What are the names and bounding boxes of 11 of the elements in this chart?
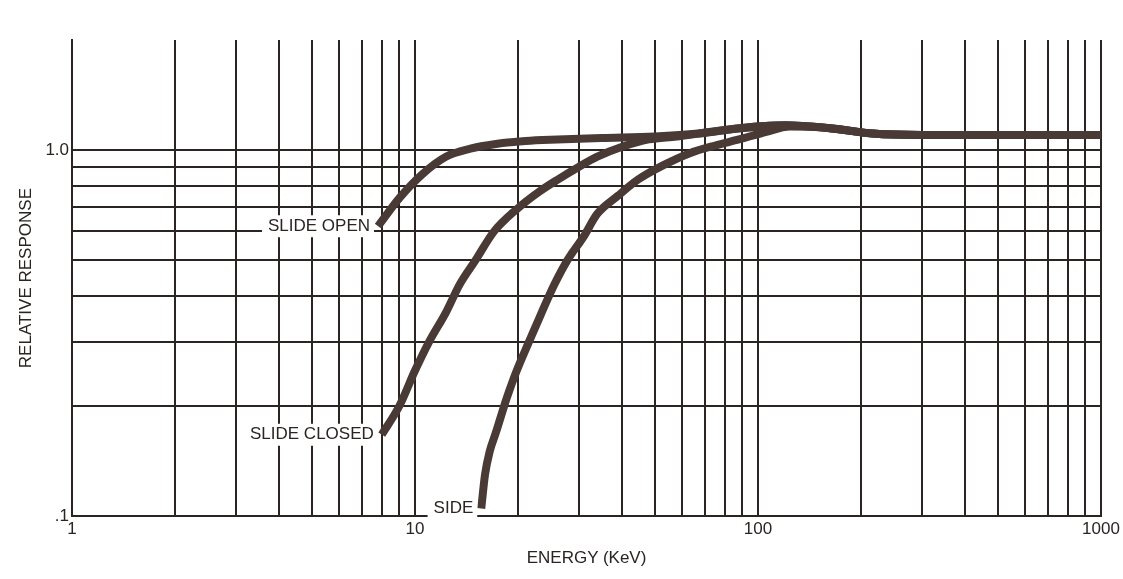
- series-label: SLIDE OPEN: [267, 215, 371, 235]
- series-label: SIDE: [433, 498, 474, 518]
- y-tick-label: 1.0: [45, 139, 70, 159]
- y-axis-title: RELATIVE RESPONSE: [15, 188, 35, 369]
- x-tick-label: 1000: [1082, 519, 1120, 539]
- x-tick-label: 100: [743, 519, 773, 539]
- series-label: SLIDE CLOSED: [250, 424, 374, 444]
- x-tick-label: 1: [67, 519, 77, 539]
- y-tick-label: .1: [54, 505, 70, 525]
- x-axis-title: ENERGY (KeV): [526, 548, 647, 568]
- x-tick-label: 10: [405, 519, 425, 539]
